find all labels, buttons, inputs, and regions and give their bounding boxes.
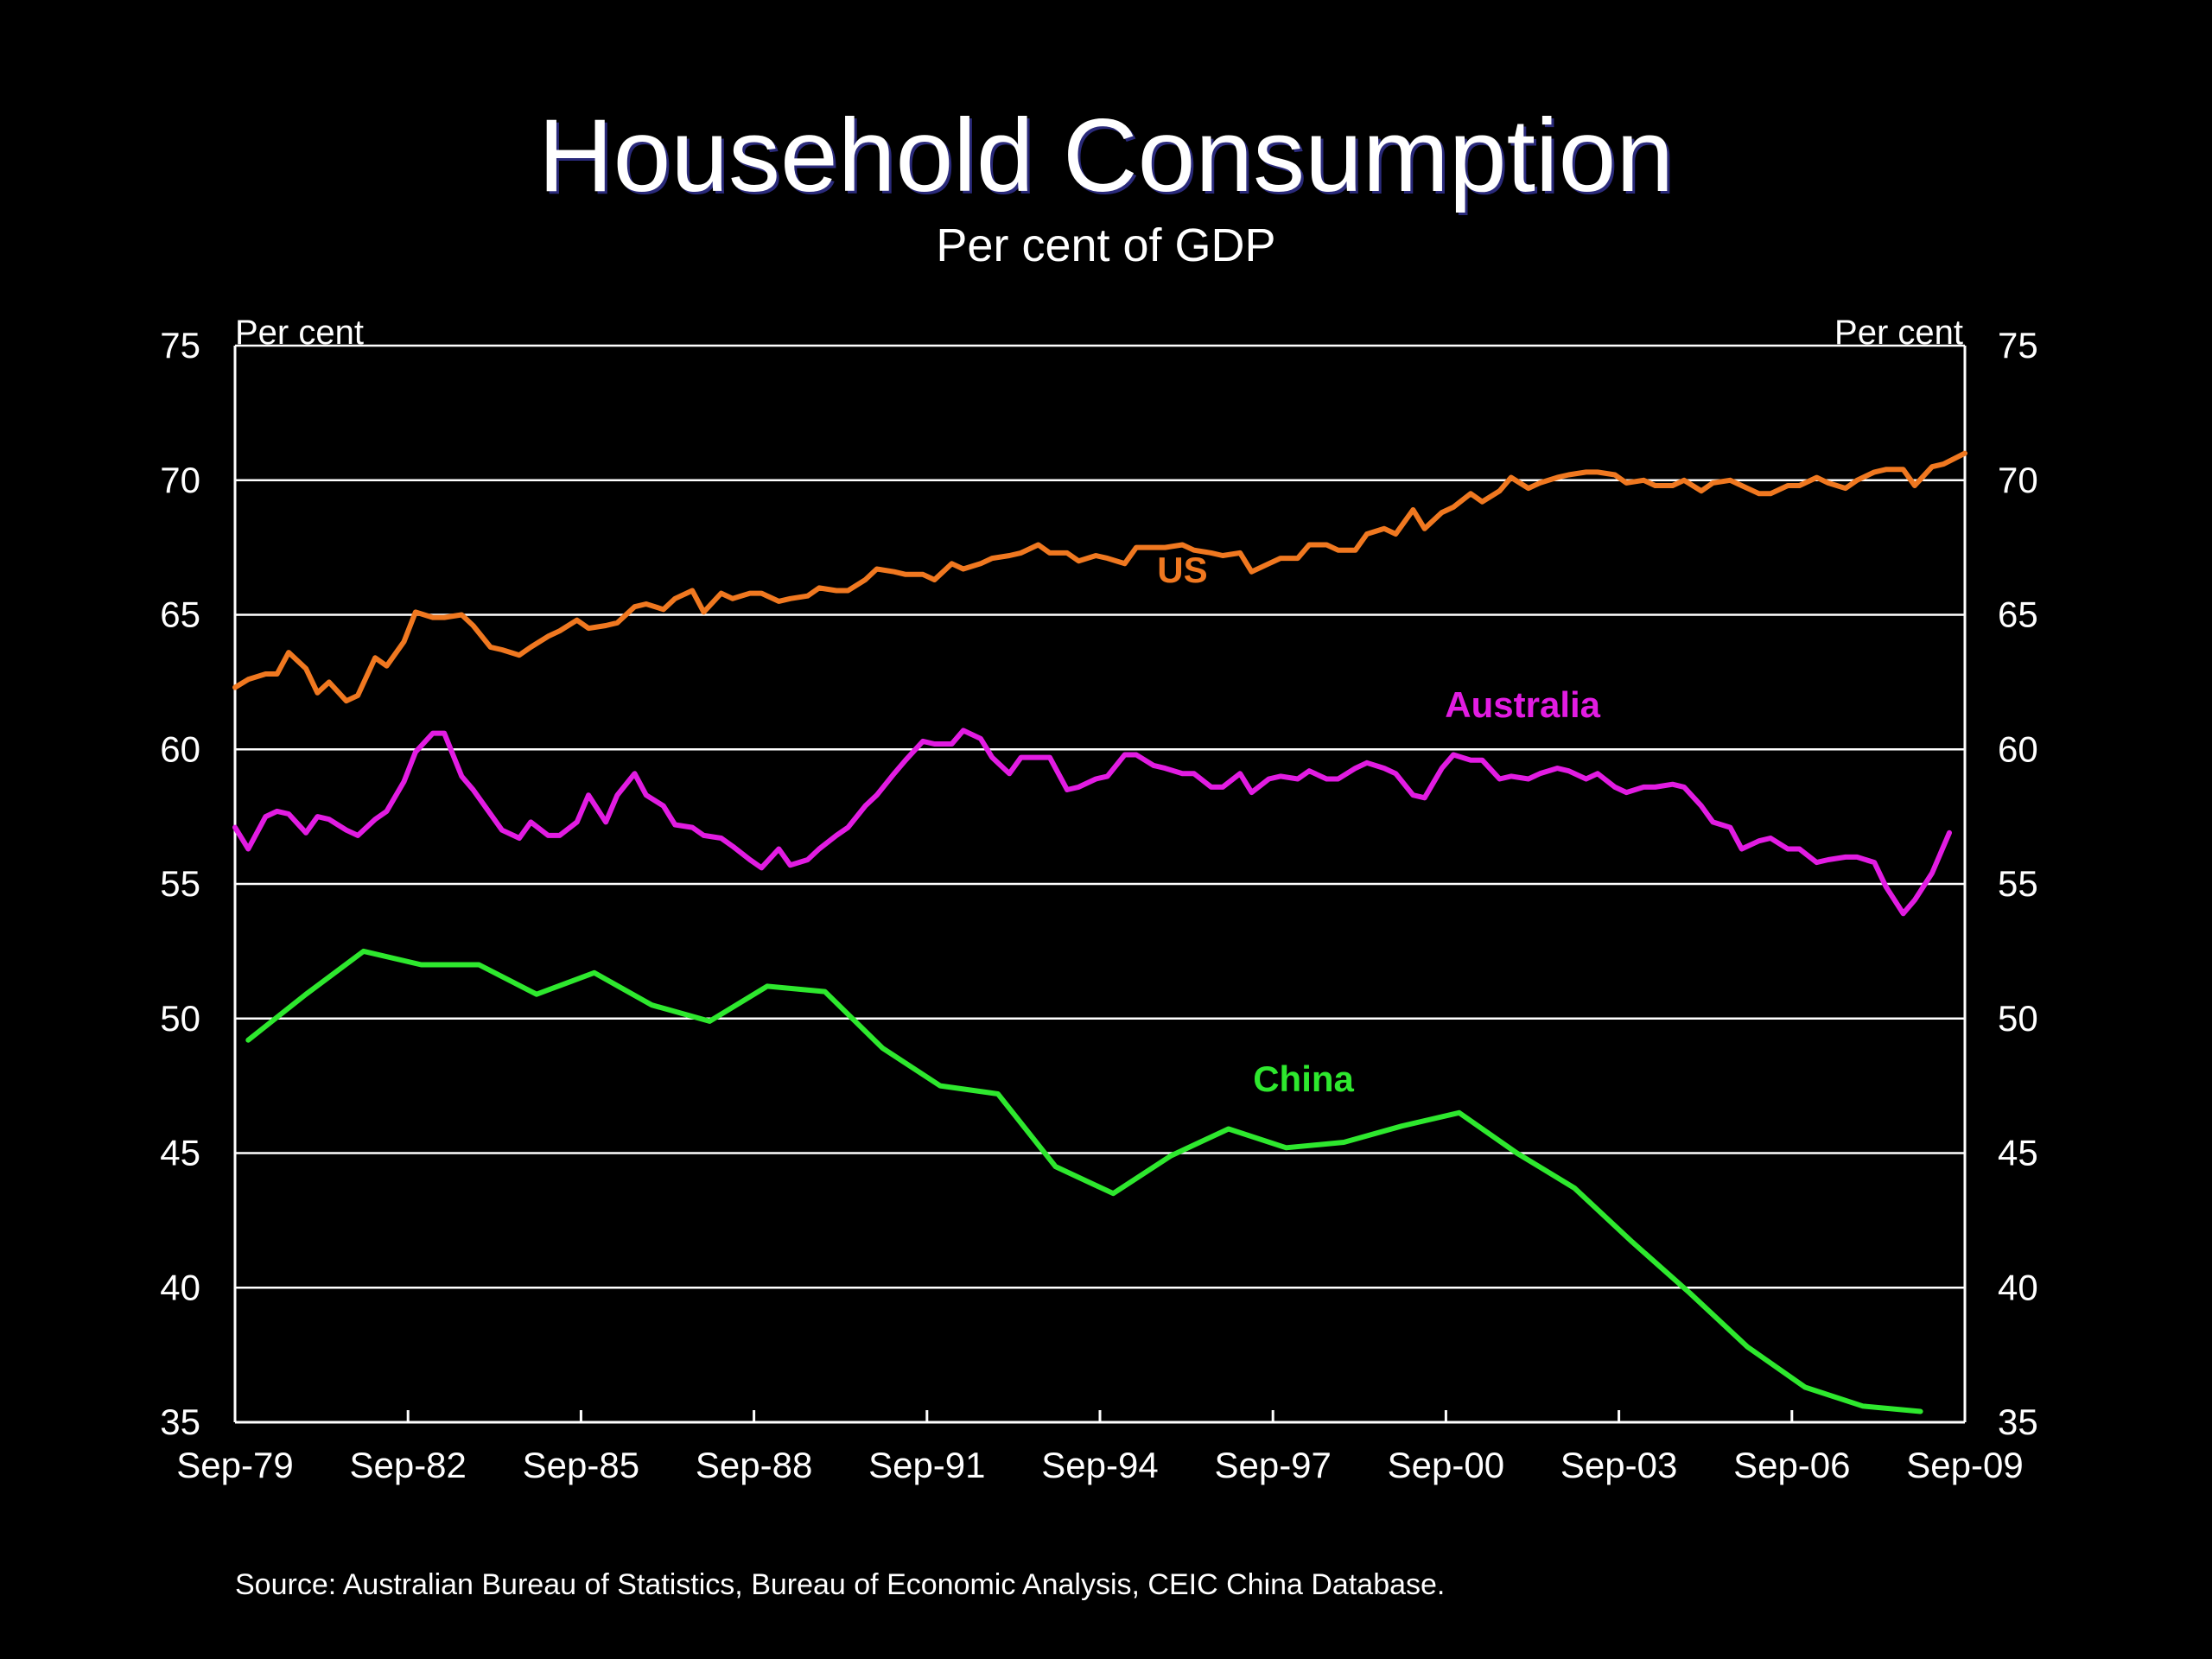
x-tick-label: Sep-03 — [1560, 1445, 1677, 1485]
x-tick-label: Sep-85 — [523, 1445, 639, 1485]
y-tick-label-right: 65 — [1998, 594, 2038, 635]
y-tick-label-left: 60 — [160, 728, 200, 769]
x-tick-label: Sep-79 — [176, 1445, 293, 1485]
y-axis-label-left: Per cent — [235, 314, 364, 352]
chart-title: Household Consumption — [537, 98, 1675, 213]
y-tick-label-left: 50 — [160, 998, 200, 1039]
x-tick-label: Sep-94 — [1041, 1445, 1158, 1485]
y-tick-label-right: 70 — [1998, 460, 2038, 500]
y-tick-label-right: 45 — [1998, 1133, 2038, 1173]
x-tick-label: Sep-09 — [1906, 1445, 2023, 1485]
series-line-us — [232, 450, 1967, 704]
chart-subtitle: Per cent of GDP — [936, 219, 1276, 271]
y-tick-label-left: 40 — [160, 1267, 200, 1307]
series-label-australia: Australia — [1445, 684, 1600, 725]
x-tick-label: Sep-82 — [349, 1445, 466, 1485]
series-line-china — [245, 948, 1923, 1414]
y-tick-label-right: 50 — [1998, 998, 2038, 1039]
axes: 35 35 40 40 45 45 50 50 55 55 60 60 65 65 70 70 75 75 Sep-… — [160, 325, 2037, 1485]
x-tick-label: Sep-91 — [868, 1445, 985, 1485]
y-tick-label-right: 40 — [1998, 1267, 2038, 1307]
gridlines — [235, 344, 1965, 1424]
y-tick-label-right: 75 — [1998, 325, 2038, 365]
source-note: Source: Australian Bureau of Statistics,… — [235, 1568, 1446, 1601]
y-tick-label-left: 45 — [160, 1133, 200, 1173]
series-annotations: US Australia China — [1157, 550, 1600, 1099]
y-tick-label-right: 55 — [1998, 863, 2038, 904]
series-label-us: US — [1157, 550, 1207, 590]
series-lines — [232, 450, 1967, 1414]
series-label-china: China — [1253, 1058, 1354, 1099]
y-tick-label-right: 60 — [1998, 728, 2038, 769]
y-tick-label-left: 55 — [160, 863, 200, 904]
y-tick-label-left: 35 — [160, 1402, 200, 1442]
y-tick-label-right: 35 — [1998, 1402, 2038, 1442]
x-tick-label: Sep-97 — [1214, 1445, 1331, 1485]
y-axis-label-right: Per cent — [1834, 314, 1963, 352]
y-tick-label-left: 75 — [160, 325, 200, 365]
x-tick-label: Sep-00 — [1388, 1445, 1504, 1485]
x-tick-label: Sep-06 — [1733, 1445, 1850, 1485]
y-tick-label-left: 70 — [160, 460, 200, 500]
x-tick-label: Sep-88 — [696, 1445, 812, 1485]
series-line-australia — [232, 728, 1952, 917]
y-tick-label-left: 65 — [160, 594, 200, 635]
